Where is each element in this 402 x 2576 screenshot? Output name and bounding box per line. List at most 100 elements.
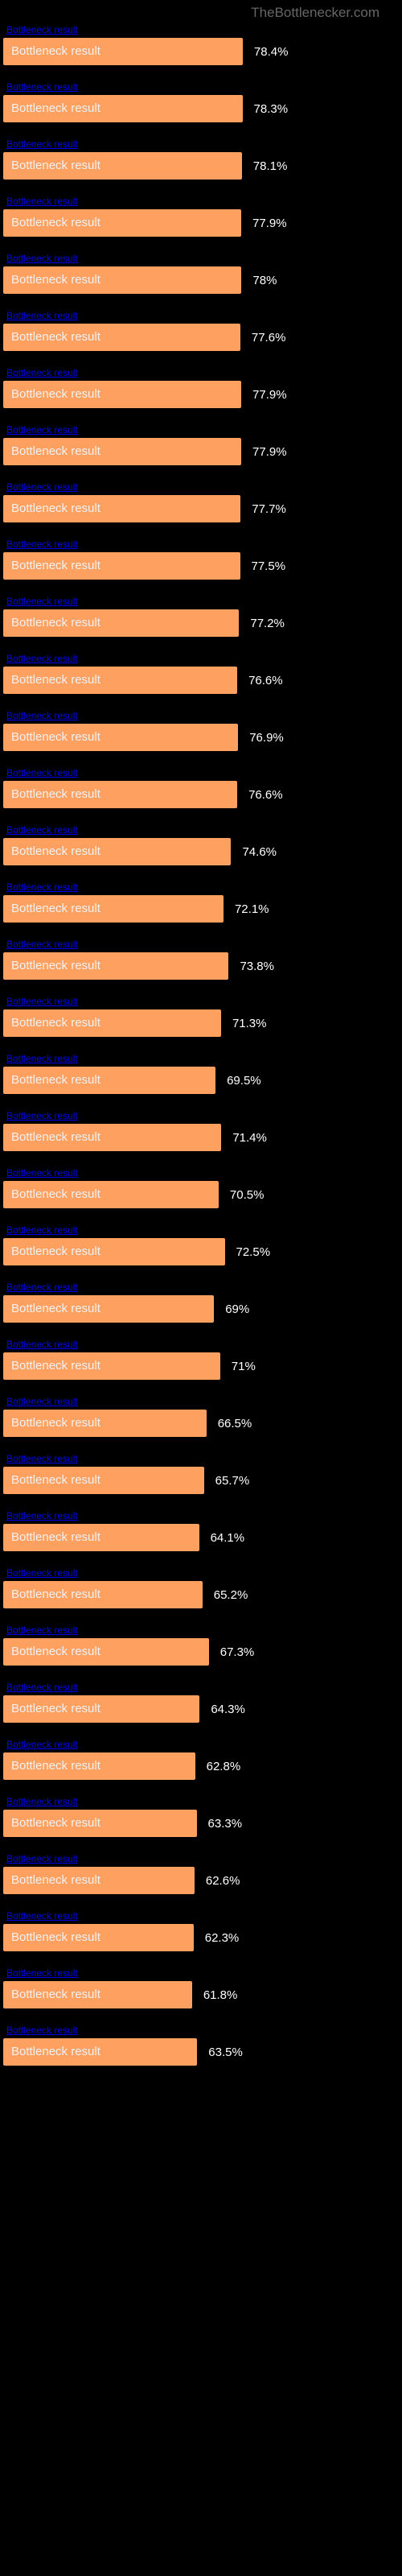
bar-fill <box>3 38 243 65</box>
row-title-link[interactable]: Bottleneck result <box>6 996 399 1007</box>
row-title-link[interactable]: Bottleneck result <box>6 767 399 778</box>
bar-value: 78.4% <box>254 45 289 59</box>
bar-fill <box>3 1581 203 1608</box>
bar-value: 67.3% <box>220 1645 255 1659</box>
row-title-link[interactable]: Bottleneck result <box>6 539 399 550</box>
bar-value: 70.5% <box>230 1188 265 1202</box>
row-title-link[interactable]: Bottleneck result <box>6 1510 399 1521</box>
row-title-link[interactable]: Bottleneck result <box>6 1910 399 1922</box>
bottleneck-chart: Bottleneck result Bottleneck result 78.4% B… <box>0 23 402 2090</box>
bar-value: 77.5% <box>252 559 286 573</box>
bar-value: 61.8% <box>203 1988 238 2002</box>
bar-fill <box>3 781 237 808</box>
bar-value: 62.8% <box>207 1760 241 1773</box>
chart-row: Bottleneck result Bottleneck result76.6% <box>0 653 402 694</box>
bar-fill <box>3 952 228 980</box>
row-title-link[interactable]: Bottleneck result <box>6 824 399 836</box>
row-title-link[interactable]: Bottleneck result <box>6 196 399 207</box>
bar-value: 77.6% <box>252 331 286 345</box>
bar-fill <box>3 1524 199 1551</box>
row-title-link[interactable]: Bottleneck result <box>6 367 399 378</box>
chart-row: Bottleneck result Bottleneck result69.5% <box>0 1053 402 1094</box>
chart-row: Bottleneck result Bottleneck result70.5% <box>0 1167 402 1208</box>
row-title-link[interactable]: Bottleneck result <box>6 1396 399 1407</box>
bar-value: 62.3% <box>205 1931 240 1945</box>
bar-value: 64.1% <box>211 1531 245 1545</box>
row-title-link[interactable]: Bottleneck result <box>6 1453 399 1464</box>
row-title-link[interactable]: Bottleneck result <box>6 1224 399 1236</box>
row-title-link[interactable]: Bottleneck result <box>6 2025 399 2036</box>
row-title-link[interactable]: Bottleneck result <box>6 138 399 150</box>
row-title-link[interactable]: Bottleneck result <box>6 596 399 607</box>
row-title-link[interactable]: Bottleneck result <box>6 1682 399 1693</box>
bar-fill <box>3 438 241 465</box>
bar-fill <box>3 324 240 351</box>
bar-area: Bottleneck result63.3% <box>3 1810 399 1837</box>
row-title-link[interactable]: Bottleneck result <box>6 1739 399 1750</box>
row-title-link[interactable]: Bottleneck result <box>6 653 399 664</box>
chart-row: Bottleneck resultBottleneck result62.8% <box>0 1739 402 1780</box>
bar-area: Bottleneck result78.3% <box>3 95 399 122</box>
bar-area: Bottleneck result65.7% <box>3 1467 399 1494</box>
row-title-link[interactable]: Bottleneck result <box>6 1624 399 1636</box>
row-title-link[interactable]: Bottleneck result <box>6 881 399 893</box>
row-title-link[interactable]: Bottleneck result <box>6 1853 399 1864</box>
bar-area: Bottleneck result70.5% <box>3 1181 399 1208</box>
chart-row: Bottleneck result Bottleneck result78.1% <box>0 138 402 180</box>
bar-area: Bottleneck result69.5% <box>3 1067 399 1094</box>
bar-value: 77.9% <box>252 445 287 459</box>
bar-fill <box>3 1467 204 1494</box>
row-title-link[interactable]: Bottleneck result <box>6 1796 399 1807</box>
row-title-link[interactable]: Bottleneck result <box>6 81 399 93</box>
row-title-link[interactable]: Bottleneck result <box>6 1110 399 1121</box>
chart-row: Bottleneck result Bottleneck result65.7% <box>0 1453 402 1494</box>
bar-fill <box>3 667 237 694</box>
bar-fill <box>3 1752 195 1780</box>
bar-area: Bottleneck result72.5% <box>3 1238 399 1265</box>
bar-value: 77.9% <box>252 388 287 402</box>
row-title-link[interactable]: Bottleneck result <box>6 253 399 264</box>
bar-area: Bottleneck result77.9% <box>3 381 399 408</box>
bar-area: Bottleneck result73.8% <box>3 952 399 980</box>
bar-fill <box>3 1410 207 1437</box>
chart-row: Bottleneck resultBottleneck result77.9% <box>0 424 402 465</box>
chart-row: Bottleneck resultBottleneck result69% <box>0 1282 402 1323</box>
chart-row: Bottleneck resultBottleneck result72.1% <box>0 881 402 923</box>
bar-fill <box>3 1067 215 1094</box>
bar-area: Bottleneck result77.7% <box>3 495 399 522</box>
bar-area: Bottleneck result78.1% <box>3 152 399 180</box>
bar-value: 78.3% <box>254 102 289 116</box>
row-title-link[interactable]: Bottleneck result <box>6 1967 399 1979</box>
bar-fill <box>3 1295 214 1323</box>
bar-fill <box>3 266 241 294</box>
bar-value: 78% <box>252 274 277 287</box>
row-title-link[interactable]: Bottleneck result <box>6 424 399 436</box>
row-title-link[interactable]: Bottleneck result <box>6 1282 399 1293</box>
bar-value: 63.5% <box>208 2046 243 2059</box>
bar-fill <box>3 1009 221 1037</box>
row-title-link[interactable]: Bottleneck result <box>6 24 399 35</box>
bar-value: 72.1% <box>235 902 269 916</box>
row-title-link[interactable]: Bottleneck result <box>6 1339 399 1350</box>
chart-row: Bottleneck resultBottleneck result67.3% <box>0 1624 402 1666</box>
bar-fill <box>3 1352 220 1380</box>
row-title-link[interactable]: Bottleneck result <box>6 481 399 493</box>
bar-area: Bottleneck result71.3% <box>3 1009 399 1037</box>
row-title-link[interactable]: Bottleneck result <box>6 1567 399 1579</box>
bar-value: 71.3% <box>232 1017 267 1030</box>
row-title-link[interactable]: Bottleneck result <box>6 1167 399 1179</box>
row-title-link[interactable]: Bottleneck result <box>6 1053 399 1064</box>
bar-area: Bottleneck result65.2% <box>3 1581 399 1608</box>
bar-fill <box>3 1810 197 1837</box>
chart-row: Bottleneck resultBottleneck result64.3% <box>0 1682 402 1723</box>
bar-area: Bottleneck result76.6% <box>3 667 399 694</box>
row-title-link[interactable]: Bottleneck result <box>6 710 399 721</box>
chart-row: Bottleneck result Bottleneck result73.8% <box>0 939 402 980</box>
bar-value: 73.8% <box>240 960 274 973</box>
row-title-link[interactable]: Bottleneck result <box>6 310 399 321</box>
site-link[interactable]: TheBottlenecker.com <box>251 5 379 20</box>
chart-row: Bottleneck result Bottleneck result65.2% <box>0 1567 402 1608</box>
row-title-link[interactable]: Bottleneck result <box>6 939 399 950</box>
chart-row: Bottleneck resultBottleneck result76.9% <box>0 710 402 751</box>
bar-value: 76.9% <box>249 731 284 745</box>
